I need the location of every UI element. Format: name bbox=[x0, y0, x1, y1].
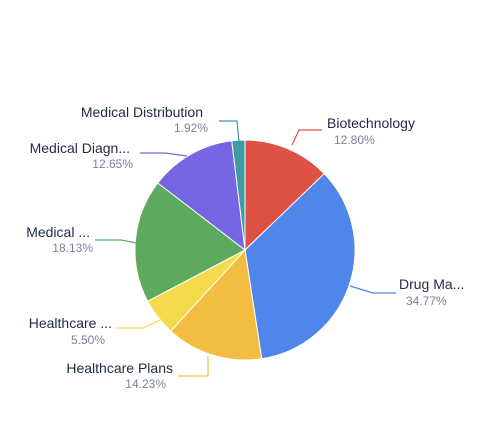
leader-line-0 bbox=[291, 129, 322, 146]
pie-slices bbox=[134, 139, 356, 361]
pie-slice-4[interactable] bbox=[134, 182, 246, 302]
leader-line-4 bbox=[95, 239, 137, 244]
slice-label-6: Medical Distribution bbox=[81, 104, 203, 120]
pie-slice-0[interactable] bbox=[244, 139, 325, 252]
slice-value-label-0: 12.80% bbox=[334, 133, 375, 147]
slice-label-0: Biotechnology bbox=[327, 115, 415, 131]
leader-line-2 bbox=[178, 356, 209, 377]
slice-value-label-3: 5.50% bbox=[71, 333, 105, 347]
leader-line-5 bbox=[140, 152, 188, 157]
slice-value-label-1: 34.77% bbox=[406, 294, 447, 308]
slice-label-1: Drug Ma... bbox=[399, 276, 464, 292]
slice-label-2: Healthcare Plans bbox=[66, 360, 173, 376]
slice-label-3: Healthcare ... bbox=[29, 315, 112, 331]
slice-value-label-5: 12.65% bbox=[92, 157, 133, 171]
pie-slice-1[interactable] bbox=[244, 172, 356, 360]
slice-label-5: Medical Diagn... bbox=[30, 140, 130, 156]
slice-value-label-2: 14.23% bbox=[125, 377, 166, 391]
leader-line-6 bbox=[219, 120, 240, 143]
pie-slice-2[interactable] bbox=[170, 248, 263, 361]
leader-lines bbox=[95, 120, 396, 377]
leader-line-3 bbox=[117, 319, 161, 329]
slice-labels: Biotechnology 12.80% Drug Ma... 34.77% Healt… bbox=[26, 104, 464, 391]
slice-value-label-6: 1.92% bbox=[174, 121, 208, 135]
slice-value-label-4: 18.13% bbox=[52, 241, 93, 255]
pie-slice-5[interactable] bbox=[157, 140, 246, 252]
leader-line-1 bbox=[349, 285, 396, 294]
slice-label-4: Medical ... bbox=[26, 224, 90, 240]
